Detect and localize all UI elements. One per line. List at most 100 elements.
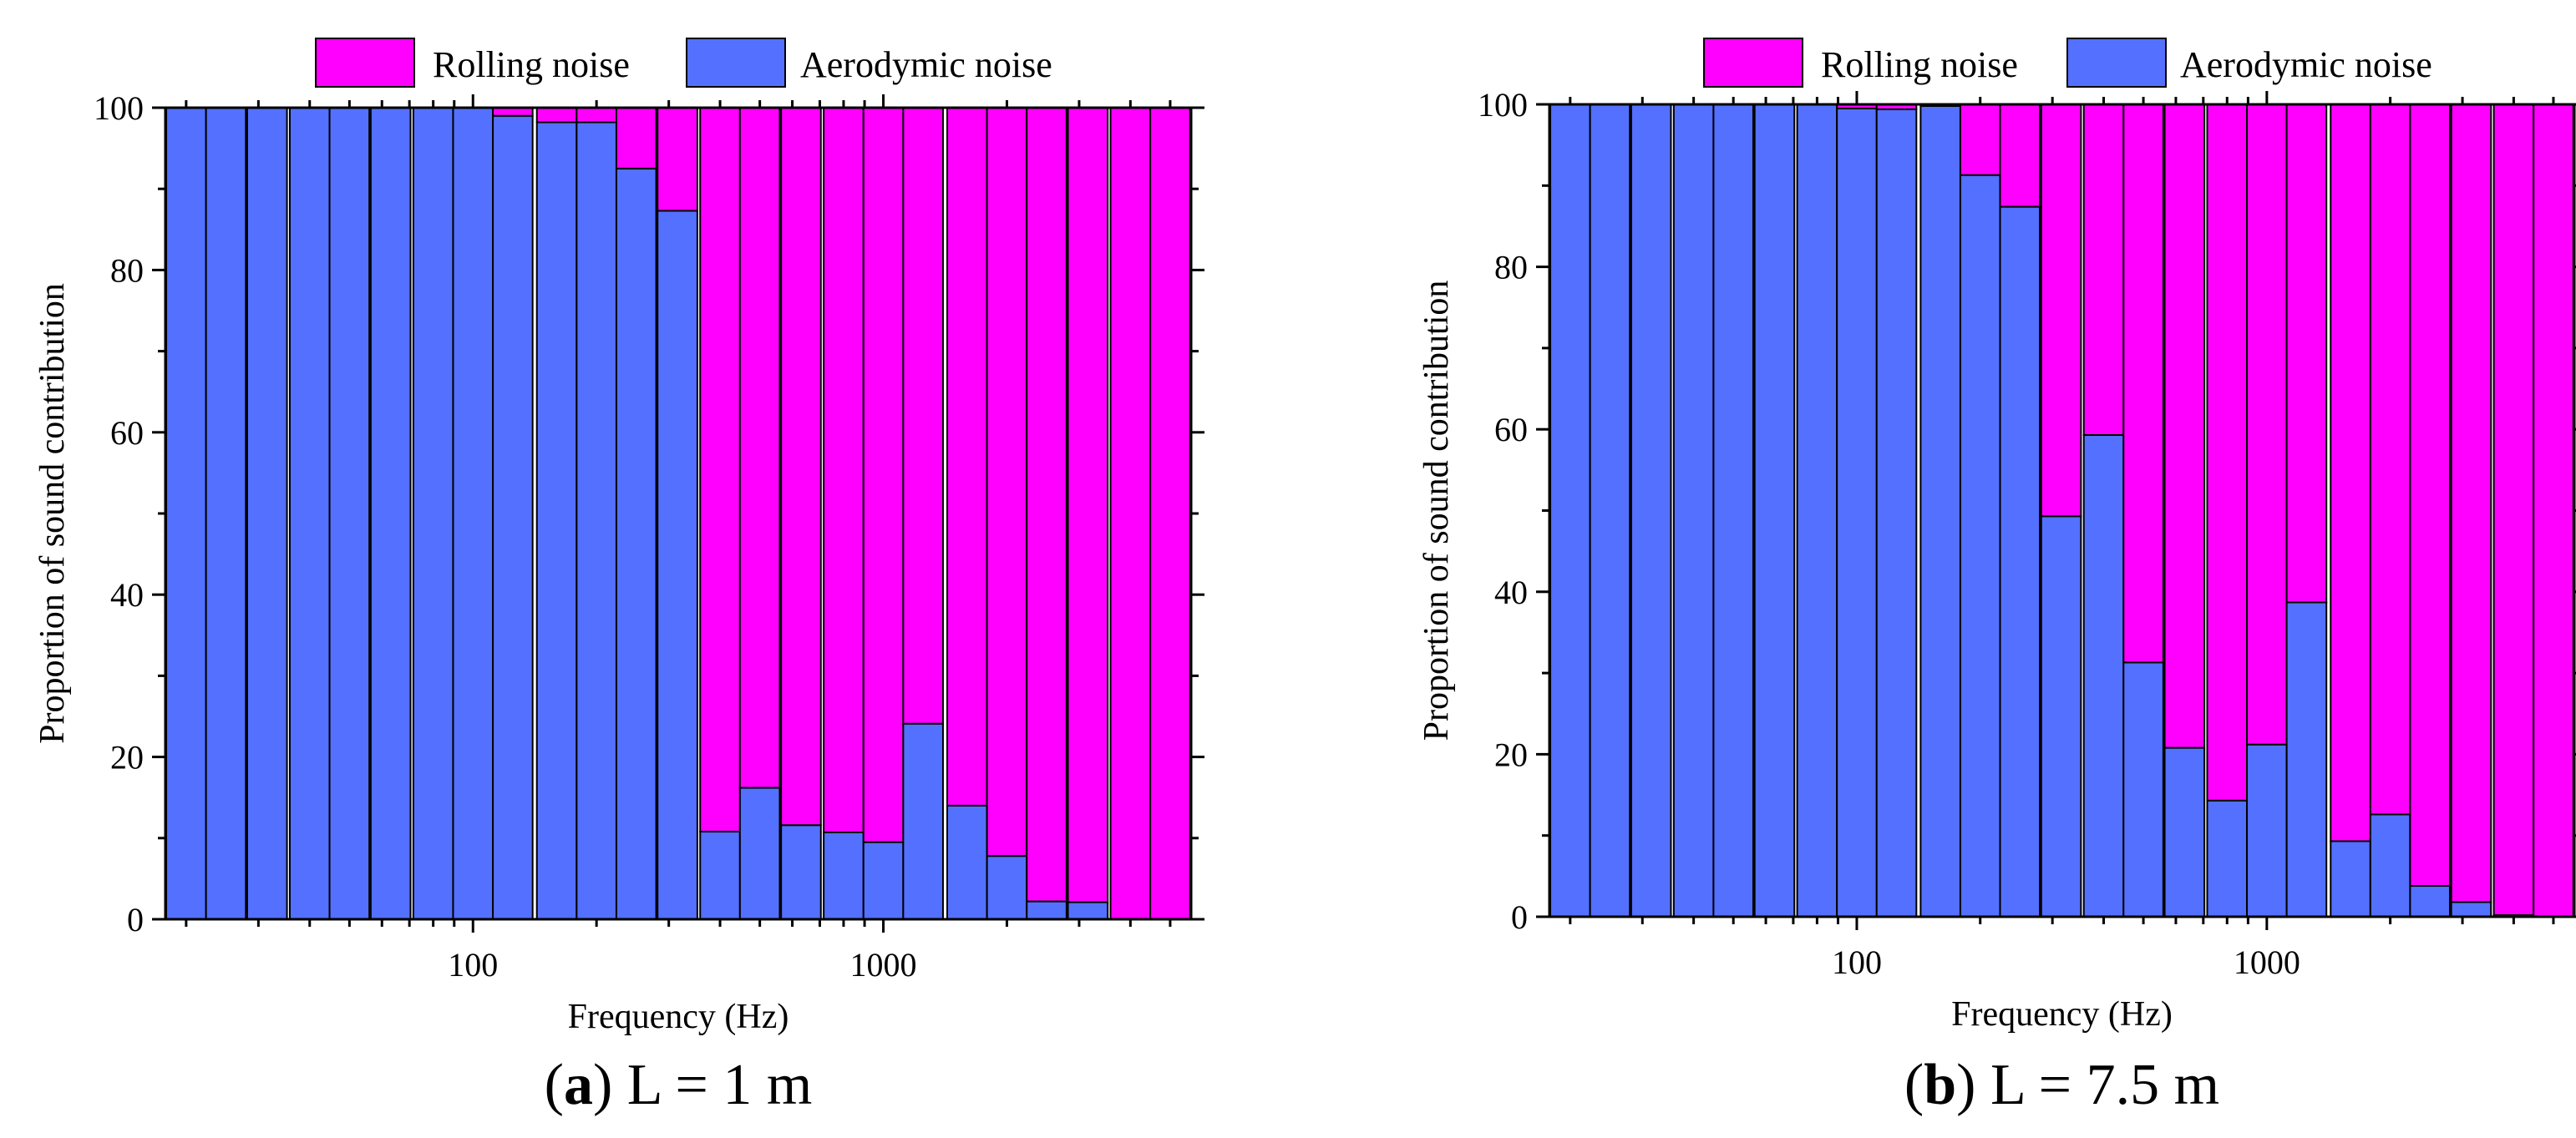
bar-rolling <box>2369 104 2411 816</box>
legend-label-aerodynamic: Aerodymic noise <box>800 44 1052 85</box>
bar-aerodynamic <box>1549 104 1591 918</box>
bar-aerodynamic <box>535 121 578 921</box>
bar-aerodynamic <box>657 210 698 921</box>
caption-paren: ( <box>545 1053 564 1117</box>
y-tick-label: 80 <box>1494 249 1528 286</box>
bar-rolling <box>1067 107 1109 903</box>
bar-rolling <box>615 107 657 169</box>
y-axis-title: Proportion of sound contribution <box>1417 281 1456 741</box>
bar-aerodynamic <box>2206 799 2249 918</box>
bar-rolling <box>823 107 865 833</box>
caption-paren: ( <box>1904 1053 1924 1117</box>
y-tick-label: 100 <box>1478 86 1528 124</box>
bar-rolling <box>2040 104 2082 518</box>
x-tick-label: 1000 <box>850 946 917 984</box>
chart-panel-a: 0 20 40 60 80 100 100 1000 Frequency (Hz) Proport… <box>33 38 1204 1117</box>
bar-aerodynamic <box>986 855 1028 920</box>
bar-rolling <box>699 107 741 833</box>
legend-label-rolling: Rolling noise <box>1821 44 2018 85</box>
bar-aerodynamic <box>1836 107 1878 918</box>
bar-aerodynamic <box>1796 104 1838 918</box>
bar-aerodynamic <box>2369 813 2411 918</box>
bar-rolling <box>902 107 944 725</box>
bar-aerodynamic <box>412 107 454 920</box>
bar-aerodynamic <box>823 831 865 920</box>
y-tick-label: 40 <box>1494 574 1528 611</box>
bar-aerodynamic <box>902 722 944 920</box>
bar-aerodynamic <box>1712 104 1754 918</box>
bar-rolling <box>576 107 617 124</box>
panel-caption: (a) L = 1 m <box>545 1053 813 1117</box>
caption-text: ) L = 1 m <box>593 1053 812 1117</box>
caption-letter: a <box>564 1053 593 1117</box>
x-tick-label: 100 <box>1832 943 1882 981</box>
bar-aerodynamic <box>780 824 822 920</box>
legend-swatch-rolling <box>315 38 415 88</box>
bar-rolling <box>2492 104 2535 917</box>
y-tick-label: 0 <box>1511 898 1528 936</box>
bar-aerodynamic <box>1875 108 1918 918</box>
panel-caption: (b) L = 7.5 m <box>1904 1053 2219 1117</box>
bar-aerodynamic <box>2330 840 2371 918</box>
bar-aerodynamic <box>165 107 207 920</box>
bar-rolling <box>780 107 822 827</box>
bar-aerodynamic <box>1999 205 2041 918</box>
bar-aerodynamic <box>288 107 331 920</box>
bar-rolling <box>1026 107 1067 903</box>
bar-rolling <box>2409 104 2451 888</box>
chart-panel-b: 0 20 40 60 80 100 100 1000 Frequency (Hz) Proport… <box>1417 38 2576 1117</box>
bar-rolling <box>2533 104 2574 918</box>
bar-aerodynamic <box>2040 515 2082 918</box>
bar-aerodynamic <box>2285 601 2328 918</box>
caption-text: ) L = 7.5 m <box>1956 1053 2219 1117</box>
bar-aerodynamic <box>738 786 781 921</box>
bar-aerodynamic <box>2122 661 2164 918</box>
bar-aerodynamic <box>1589 104 1631 918</box>
bar-rolling <box>2122 104 2164 664</box>
bar-aerodynamic <box>1067 901 1109 921</box>
bar-rolling <box>738 107 781 789</box>
y-tick-label: 40 <box>110 576 144 614</box>
bar-aerodynamic <box>1919 104 1961 918</box>
bar-rolling <box>946 107 988 807</box>
legend-label-rolling: Rolling noise <box>433 44 630 85</box>
y-axis-title: Proportion of sound contribution <box>33 283 72 744</box>
bar-rolling <box>2285 104 2328 604</box>
bar-aerodynamic <box>946 804 988 920</box>
bar-aerodynamic <box>1959 174 2001 918</box>
bar-rolling <box>2206 104 2249 802</box>
x-tick-label: 1000 <box>2234 943 2300 981</box>
y-tick-label: 100 <box>94 89 144 127</box>
bar-rolling <box>2450 104 2492 903</box>
legend-label-aerodynamic: Aerodymic noise <box>2180 44 2432 85</box>
y-tick-label: 0 <box>127 901 144 938</box>
y-tick-label: 20 <box>110 739 144 776</box>
y-tick-label: 20 <box>1494 736 1528 773</box>
bar-rolling <box>1149 107 1191 920</box>
bar-aerodynamic <box>369 107 412 920</box>
bar-aerodynamic <box>328 107 371 920</box>
bar-rolling <box>1109 107 1152 920</box>
x-axis-title: Frequency (Hz) <box>1951 995 2173 1034</box>
bar-aerodynamic <box>1672 104 1715 918</box>
legend-swatch-aerodynamic <box>2066 38 2167 88</box>
bar-aerodynamic <box>862 841 905 920</box>
bar-rolling <box>2163 104 2206 749</box>
bar-aerodynamic <box>699 831 741 920</box>
bar-aerodynamic <box>205 107 247 920</box>
bar-rolling <box>862 107 905 843</box>
bar-rolling <box>2082 104 2125 437</box>
bar-rolling <box>657 107 698 212</box>
bar-rolling <box>986 107 1028 857</box>
y-tick-label: 80 <box>110 251 144 289</box>
bar-rolling <box>535 107 578 124</box>
bar-rolling <box>1959 104 2001 176</box>
bar-aerodynamic <box>2409 885 2451 918</box>
legend-swatch-aerodynamic <box>686 38 786 88</box>
bar-aerodynamic <box>246 107 288 920</box>
bar-rolling <box>1999 104 2041 208</box>
bar-aerodynamic <box>1753 104 1796 918</box>
bar-aerodynamic <box>1026 900 1067 920</box>
bar-aerodynamic <box>2246 743 2288 918</box>
bar-aerodynamic <box>492 114 534 921</box>
